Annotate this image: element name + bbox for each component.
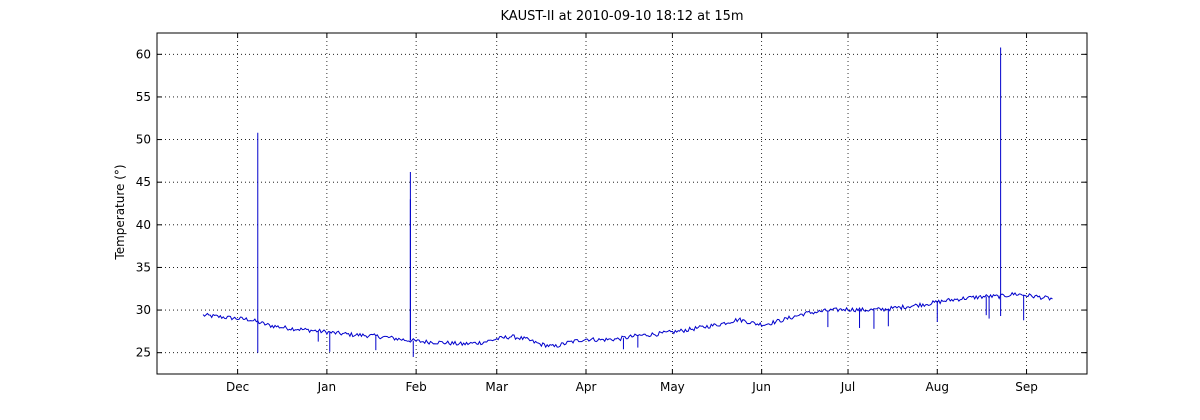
y-tick-label: 25	[136, 346, 151, 360]
y-tick-label: 50	[136, 133, 151, 147]
y-tick-label: 40	[136, 218, 151, 232]
axes-frame	[156, 32, 1088, 375]
y-tick-label: 35	[136, 260, 151, 274]
x-tick-label: Mar	[485, 380, 508, 394]
x-tick-label: Sep	[1015, 380, 1038, 394]
x-tick-label: Apr	[576, 380, 597, 394]
y-tick-label: 45	[136, 175, 151, 189]
x-tick-label: Jun	[751, 380, 771, 394]
x-tick-label: May	[660, 380, 685, 394]
grid	[157, 33, 1087, 374]
y-tick-label: 55	[136, 90, 151, 104]
x-tick-label: Feb	[406, 380, 427, 394]
x-tick-label: Jan	[317, 380, 337, 394]
temperature-series-line	[202, 291, 1053, 349]
x-tick-label: Aug	[926, 380, 949, 394]
x-tick-label: Dec	[226, 380, 249, 394]
axes: 25 30 35 40 45 50 55 60 Dec Jan Feb Mar Apr May Jun Jul…	[136, 32, 1088, 394]
y-tick-label: 30	[136, 303, 151, 317]
y-axis-label: Temperature (°)	[113, 164, 127, 260]
plot-area	[202, 47, 1053, 357]
x-tick-label: Jul	[840, 380, 855, 394]
chart-title: KAUST-II at 2010-09-10 18:12 at 15m	[500, 9, 743, 24]
y-tick-label: 60	[136, 47, 151, 61]
